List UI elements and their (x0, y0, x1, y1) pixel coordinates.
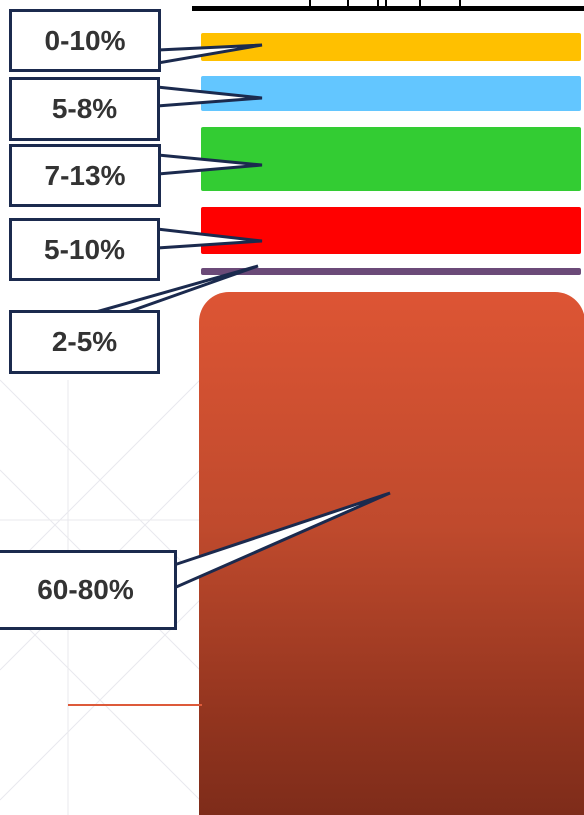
callout-label-2: 7-13% (9, 144, 161, 207)
orange-divider-line (68, 704, 202, 706)
pointer-0 (156, 43, 263, 65)
pointer-2 (156, 153, 263, 176)
band-purple (201, 268, 581, 275)
top-tick-marks (309, 0, 461, 7)
pointer-3 (155, 227, 263, 250)
top-border-line (192, 6, 584, 11)
band-yellow (201, 33, 581, 61)
callout-label-4: 2-5% (9, 310, 160, 374)
callout-label-1: 5-8% (9, 77, 160, 141)
band-blue (201, 76, 581, 111)
callout-label-5: 60-80% (0, 550, 177, 630)
band-brown (199, 292, 584, 815)
band-green (201, 127, 581, 191)
pointer-1 (155, 85, 263, 108)
band-red (201, 207, 581, 254)
callout-label-3: 5-10% (9, 218, 160, 281)
callout-label-0: 0-10% (9, 9, 161, 72)
pointer-5 (172, 491, 391, 591)
